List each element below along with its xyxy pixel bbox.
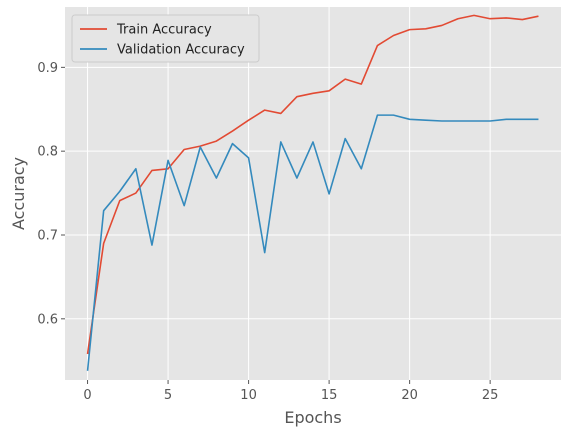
x-tick-label: 20 xyxy=(401,388,418,403)
x-tick-label: 15 xyxy=(321,388,338,403)
x-axis-ticks: 0 5 10 15 20 25 xyxy=(83,380,498,403)
plot-area xyxy=(65,7,561,380)
x-axis-title: Epochs xyxy=(284,408,341,427)
legend-label-train: Train Accuracy xyxy=(116,23,212,38)
y-tick-label: 0.9 xyxy=(37,61,58,76)
x-tick-label: 0 xyxy=(83,388,91,403)
y-tick-label: 0.8 xyxy=(37,145,58,160)
grid-lines xyxy=(65,7,561,380)
y-axis-ticks: 0.6 0.7 0.8 0.9 xyxy=(37,61,65,327)
x-tick-label: 25 xyxy=(482,388,499,403)
y-tick-label: 0.7 xyxy=(37,228,58,243)
x-tick-label: 10 xyxy=(240,388,257,403)
legend-label-validation: Validation Accuracy xyxy=(117,43,245,58)
y-tick-label: 0.6 xyxy=(37,312,58,327)
series-layer xyxy=(86,14,539,371)
legend: Train Accuracy Validation Accuracy xyxy=(71,14,260,63)
x-tick-label: 5 xyxy=(164,388,172,403)
train-accuracy-line xyxy=(86,14,539,355)
y-axis-title: Accuracy xyxy=(9,157,28,230)
legend-box xyxy=(71,14,260,63)
validation-accuracy-line xyxy=(86,114,539,371)
